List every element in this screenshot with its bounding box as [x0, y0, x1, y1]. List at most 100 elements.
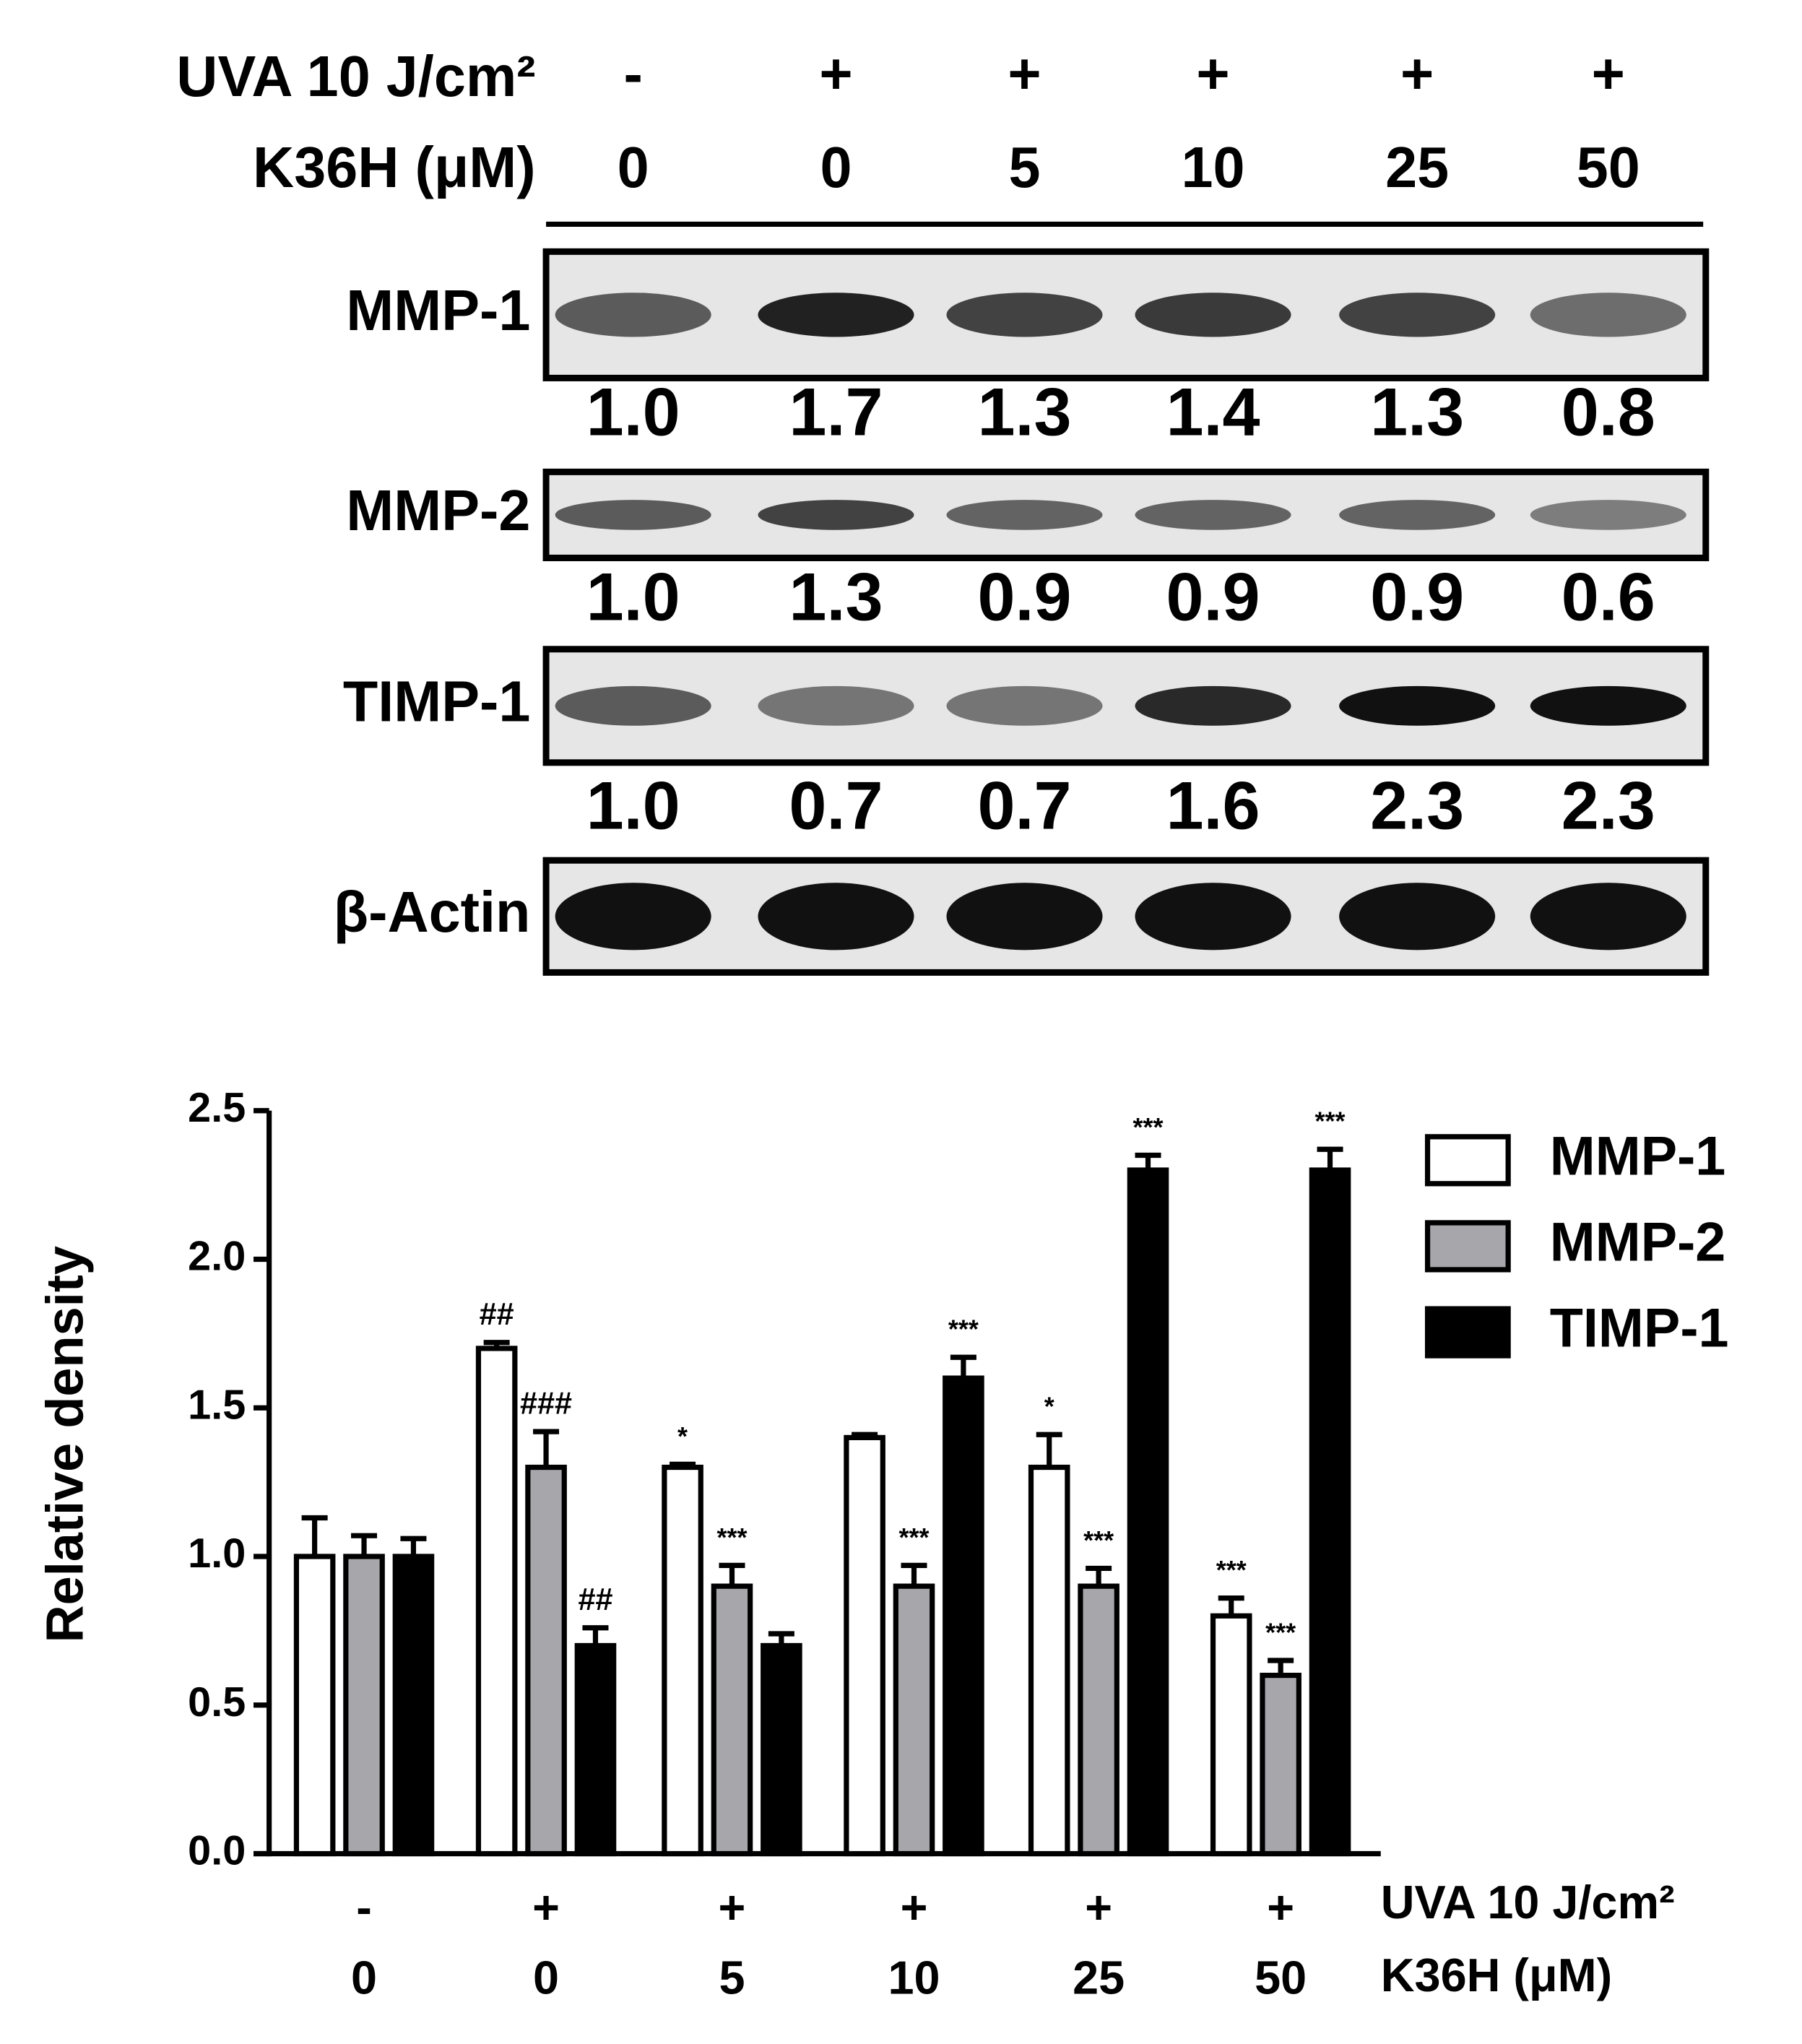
blot-k36h: 50	[1577, 135, 1640, 199]
blot-quant: 2.3	[1561, 767, 1655, 843]
bar	[574, 1642, 617, 1857]
significance: ***	[1133, 1112, 1164, 1142]
bar	[1210, 1613, 1252, 1857]
blot-panel	[542, 248, 1710, 381]
x-tick-label-uva: +	[1085, 1881, 1112, 1933]
blot-band	[1530, 500, 1686, 530]
blot-quant: 0.9	[1370, 559, 1464, 635]
x-tick-label: 0	[533, 1951, 559, 2004]
blot-row-label: MMP-1	[346, 278, 530, 342]
blot-k36h: 0	[820, 135, 852, 199]
blot-band	[555, 293, 711, 337]
significance: ###	[520, 1386, 572, 1421]
x-row-label: K36H (μM)	[1381, 1949, 1612, 2001]
blot-band	[758, 500, 914, 530]
legend-label: TIMP-1	[1550, 1297, 1729, 1359]
blot-quant: 1.3	[1370, 373, 1464, 449]
x-tick-label: 0	[351, 1951, 377, 2004]
blot-row-label: TIMP-1	[343, 669, 531, 733]
blot-band	[1530, 293, 1686, 337]
x-tick-label: 25	[1073, 1951, 1125, 2004]
bar	[343, 1554, 385, 1857]
bar	[525, 1464, 567, 1857]
significance: *	[677, 1421, 688, 1451]
blot-band	[946, 685, 1103, 726]
blot-quant: 2.3	[1370, 767, 1464, 843]
significance: ***	[716, 1523, 747, 1552]
blot-k36h: 0	[618, 135, 649, 199]
blot-quant: 0.9	[1166, 559, 1260, 635]
blot-k36h: 25	[1385, 135, 1449, 199]
legend-swatch	[1424, 1306, 1511, 1359]
blot-quant: 0.7	[977, 767, 1071, 843]
y-tick-label: 0.5	[188, 1679, 246, 1725]
legend-swatch	[1424, 1134, 1511, 1187]
blot-quant: 1.0	[586, 559, 680, 635]
blot-band	[1135, 293, 1291, 337]
blot-band	[758, 685, 914, 726]
y-axis-label: Relative density	[37, 1246, 95, 1643]
blot-panel	[542, 468, 1710, 561]
blot-band	[946, 500, 1103, 530]
x-tick-label-uva: +	[532, 1881, 560, 1933]
blot-uva: -	[623, 41, 642, 105]
blot-uva: +	[1196, 41, 1229, 105]
significance: *	[1044, 1392, 1054, 1421]
bar	[844, 1434, 885, 1857]
bar	[943, 1375, 984, 1857]
bar	[893, 1583, 935, 1857]
blot-quant: 1.6	[1166, 767, 1260, 843]
blot-uva: +	[1400, 41, 1434, 105]
blot-row-label: β-Actin	[334, 880, 531, 944]
blot-quant: 1.3	[789, 559, 883, 635]
significance: ***	[898, 1523, 929, 1552]
blot-quant: 0.7	[789, 767, 883, 843]
significance: ***	[1083, 1525, 1114, 1555]
x-tick-label: 10	[888, 1951, 940, 2004]
blot-quant: 0.6	[1561, 559, 1655, 635]
blot-band	[1135, 883, 1291, 950]
blot-quant: 1.3	[977, 373, 1071, 449]
blot-uva-label: UVA 10 J/cm²	[176, 44, 535, 108]
blot-quant: 1.0	[586, 373, 680, 449]
significance: ***	[1265, 1617, 1296, 1647]
blot-quant: 1.7	[789, 373, 883, 449]
blot-band	[1530, 685, 1686, 726]
blot-band	[1339, 883, 1496, 950]
blot-k36h: 5	[1008, 135, 1040, 199]
blot-uva: +	[819, 41, 852, 105]
x-tick-label-uva: +	[719, 1881, 746, 1933]
blot-band	[1339, 293, 1496, 337]
bar	[1127, 1167, 1169, 1857]
significance: ##	[578, 1582, 612, 1617]
y-tick-label: 1.0	[188, 1530, 246, 1577]
significance: ***	[1315, 1107, 1346, 1136]
significance: ##	[480, 1297, 514, 1332]
blot-quant: 0.8	[1561, 373, 1655, 449]
legend-swatch	[1424, 1220, 1511, 1273]
bar	[475, 1346, 518, 1857]
bar	[711, 1583, 753, 1857]
blot-quant: 0.9	[977, 559, 1071, 635]
x-tick-label: 5	[719, 1951, 745, 2004]
blot-band	[555, 500, 711, 530]
blot-band	[946, 883, 1103, 950]
y-tick-label: 0.0	[188, 1828, 246, 1874]
bar	[1028, 1464, 1070, 1857]
blot-band	[555, 883, 711, 950]
x-row-label: UVA 10 J/cm²	[1381, 1876, 1675, 1928]
blot-uva: +	[1592, 41, 1625, 105]
bar	[761, 1642, 802, 1857]
bar	[1260, 1672, 1301, 1857]
blot-band	[758, 293, 914, 337]
bar	[662, 1464, 703, 1857]
y-tick-label: 1.5	[188, 1382, 246, 1428]
blot-band	[946, 293, 1103, 337]
blot-band	[1339, 500, 1496, 530]
blot-row-label: MMP-2	[346, 478, 530, 542]
bar	[1309, 1167, 1351, 1857]
x-tick-label: 50	[1255, 1951, 1307, 2004]
blot-panel	[542, 857, 1710, 976]
blot-k36h: 10	[1181, 135, 1244, 199]
